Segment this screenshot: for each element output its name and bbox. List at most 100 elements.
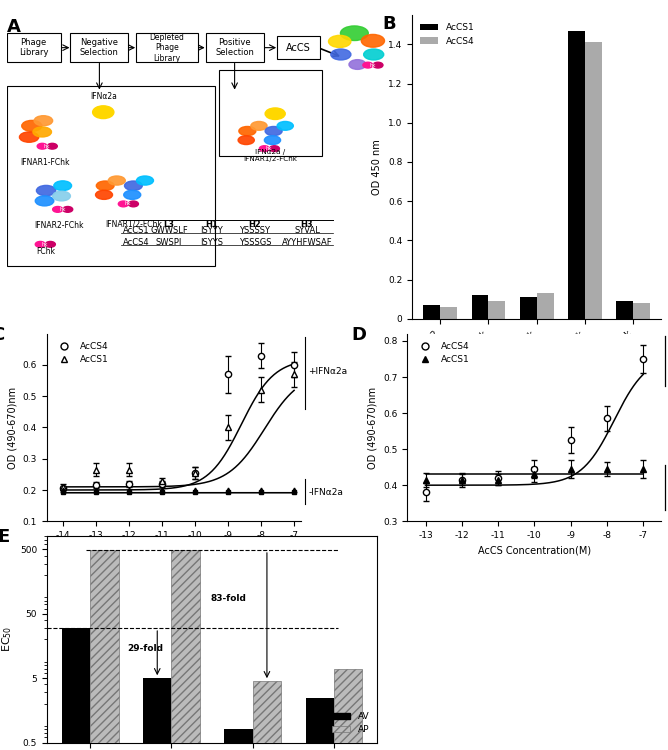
- Bar: [585, 43, 602, 319]
- Text: A: A: [7, 18, 21, 36]
- Ellipse shape: [45, 242, 55, 248]
- Ellipse shape: [53, 206, 63, 212]
- X-axis label: AcCS Concentration(M): AcCS Concentration(M): [478, 545, 591, 556]
- Text: hk: hk: [43, 144, 50, 148]
- Text: YSSSSY: YSSSSY: [239, 226, 271, 236]
- FancyBboxPatch shape: [7, 86, 215, 266]
- Y-axis label: OD 450 nm: OD 450 nm: [373, 139, 382, 195]
- Legend: AcCS4, AcCS1: AcCS4, AcCS1: [51, 338, 112, 368]
- Text: Depleted
Phage
Library: Depleted Phage Library: [150, 33, 184, 62]
- Ellipse shape: [349, 60, 366, 69]
- Text: AcCS4: AcCS4: [123, 238, 149, 248]
- X-axis label: AcCS Concentration(M): AcCS Concentration(M): [117, 545, 230, 556]
- Ellipse shape: [63, 206, 73, 212]
- Ellipse shape: [269, 146, 279, 152]
- Legend: AcCS1, AcCS4: AcCS1, AcCS4: [417, 20, 478, 50]
- Y-axis label: OD (490-670)nm: OD (490-670)nm: [367, 386, 377, 469]
- Ellipse shape: [35, 242, 45, 248]
- Ellipse shape: [265, 136, 281, 145]
- Text: AcCS: AcCS: [286, 43, 311, 52]
- FancyBboxPatch shape: [206, 33, 264, 62]
- Ellipse shape: [363, 49, 383, 60]
- Text: H1: H1: [205, 220, 218, 229]
- Text: 83-fold: 83-fold: [210, 593, 246, 602]
- Ellipse shape: [22, 121, 42, 131]
- Bar: [305, 698, 334, 750]
- Bar: [520, 297, 536, 319]
- Text: SWSPI: SWSPI: [156, 238, 182, 248]
- Ellipse shape: [53, 191, 70, 201]
- Ellipse shape: [363, 62, 373, 68]
- Bar: [633, 303, 650, 319]
- Bar: [253, 681, 281, 750]
- Ellipse shape: [108, 176, 126, 185]
- Text: H2: H2: [248, 220, 261, 229]
- Bar: [172, 550, 200, 750]
- Text: hk: hk: [266, 146, 273, 152]
- Text: H3: H3: [301, 220, 313, 229]
- Text: hk: hk: [41, 242, 48, 247]
- Ellipse shape: [373, 62, 383, 68]
- Text: AYYHFWSAF: AYYHFWSAF: [282, 238, 333, 248]
- Bar: [424, 305, 440, 319]
- Ellipse shape: [93, 106, 114, 118]
- Text: C: C: [0, 326, 4, 344]
- Text: AcCS1: AcCS1: [123, 226, 149, 236]
- Text: Phage
Library: Phage Library: [19, 38, 49, 57]
- FancyBboxPatch shape: [136, 33, 198, 62]
- Bar: [334, 669, 362, 750]
- Text: -IFNα2a: -IFNα2a: [309, 488, 343, 496]
- Text: E: E: [0, 528, 9, 546]
- Text: YSSSGS: YSSSGS: [238, 238, 271, 248]
- Ellipse shape: [251, 122, 267, 130]
- Ellipse shape: [124, 181, 142, 190]
- Legend: AcCS4, AcCS1: AcCS4, AcCS1: [412, 338, 473, 368]
- Bar: [224, 729, 253, 750]
- Bar: [472, 296, 488, 319]
- Ellipse shape: [331, 49, 351, 60]
- FancyBboxPatch shape: [219, 70, 321, 156]
- Ellipse shape: [277, 122, 293, 130]
- Ellipse shape: [34, 116, 53, 126]
- Bar: [488, 301, 506, 319]
- Ellipse shape: [35, 196, 54, 206]
- Text: Negative
Selection: Negative Selection: [80, 38, 119, 57]
- Ellipse shape: [259, 146, 269, 152]
- Ellipse shape: [96, 181, 114, 190]
- FancyBboxPatch shape: [277, 36, 319, 59]
- Text: ISYYS: ISYYS: [200, 238, 223, 248]
- Text: IFNAR1/2-FChk: IFNAR1/2-FChk: [106, 219, 162, 228]
- Y-axis label: OD (490-670)nm: OD (490-670)nm: [7, 386, 17, 469]
- Text: D: D: [351, 326, 367, 344]
- Bar: [568, 31, 585, 319]
- Text: FChk: FChk: [36, 247, 55, 256]
- FancyBboxPatch shape: [70, 33, 128, 62]
- Ellipse shape: [33, 127, 51, 137]
- Ellipse shape: [136, 176, 154, 185]
- Bar: [143, 678, 172, 750]
- FancyBboxPatch shape: [7, 33, 61, 62]
- Ellipse shape: [37, 143, 47, 149]
- Bar: [62, 628, 90, 750]
- Text: IFNAR2-FChk: IFNAR2-FChk: [34, 221, 84, 230]
- Text: IFNα2a /: IFNα2a /: [255, 149, 285, 155]
- Text: Positive
Selection: Positive Selection: [215, 38, 254, 57]
- Text: +IFNα2a: +IFNα2a: [309, 367, 347, 376]
- Legend: AV, AP: AV, AP: [329, 708, 373, 738]
- Bar: [90, 550, 119, 750]
- Text: hk: hk: [59, 207, 65, 212]
- Bar: [536, 293, 554, 319]
- Ellipse shape: [341, 26, 368, 40]
- Text: hk: hk: [125, 202, 131, 206]
- Ellipse shape: [37, 185, 55, 196]
- Ellipse shape: [54, 181, 71, 190]
- Ellipse shape: [118, 201, 128, 207]
- Text: IFNα2a: IFNα2a: [90, 92, 117, 100]
- Text: IFNAR1-FChk: IFNAR1-FChk: [21, 158, 70, 167]
- Text: SYVAL: SYVAL: [294, 226, 320, 236]
- Ellipse shape: [238, 136, 255, 145]
- Bar: [617, 301, 633, 319]
- Bar: [440, 307, 457, 319]
- Ellipse shape: [19, 132, 39, 142]
- Text: B: B: [382, 15, 396, 33]
